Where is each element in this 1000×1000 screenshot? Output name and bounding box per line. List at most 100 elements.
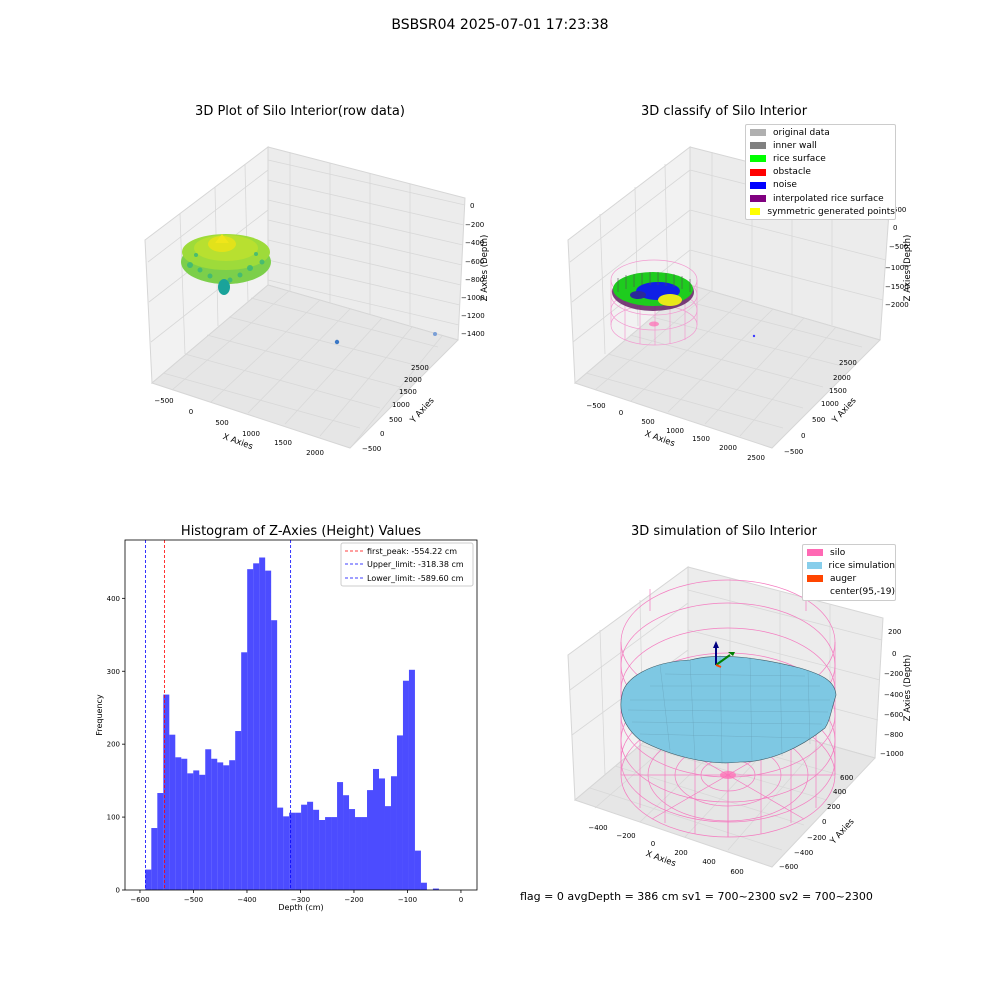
- panel2-legend: original data inner wall rice surface ob…: [745, 124, 896, 221]
- legend-item: interpolated rice surface: [746, 192, 895, 205]
- histogram-bar: [301, 804, 308, 890]
- histogram-title: Histogram of Z-Axies (Height) Values: [180, 524, 422, 539]
- histogram-bar: [408, 669, 415, 890]
- histogram-bar: [241, 652, 248, 890]
- legend-item: obstacle: [746, 166, 895, 179]
- legend-label-upper-limit: Upper_limit: -318.38 cm: [367, 560, 464, 569]
- panel2-xtick: 0: [619, 409, 623, 417]
- panel2-ytick: 2500: [839, 359, 857, 367]
- legend-swatch: [750, 208, 761, 216]
- histogram-bar: [337, 782, 344, 890]
- panel2-xtick: 500: [641, 418, 654, 426]
- legend-swatch: [750, 155, 766, 163]
- panel4-auger: [713, 641, 735, 668]
- panel4-ztick: 200: [888, 628, 901, 636]
- histogram-xtick-label: −600: [130, 896, 149, 904]
- panel4-rice-simulation-surface: [620, 656, 837, 764]
- histogram-legend: first_peak: -554.22 cm Upper_limit: -318…: [340, 542, 474, 587]
- histogram-bar: [163, 694, 170, 890]
- legend-label-first-peak: first_peak: -554.22 cm: [367, 547, 457, 556]
- histogram-bar: [259, 557, 266, 890]
- histogram-xticks: −600 −500 −400 −300 −200 −100 0: [130, 890, 463, 904]
- legend-item: noise: [746, 179, 895, 192]
- histogram-bar: [277, 807, 284, 890]
- legend-item: inner wall: [746, 139, 895, 152]
- legend-swatch: [750, 195, 766, 203]
- panel2-ztick: −500: [889, 243, 908, 251]
- panel1-xtick: −500: [154, 397, 173, 405]
- panel2-yticks: −500 0 500 1000 1500 2000 2500: [784, 359, 857, 456]
- panel2-xtick: 1500: [692, 435, 710, 443]
- histogram-bar: [157, 793, 164, 890]
- panel4-ztick: −600: [884, 711, 903, 719]
- panel1-zlabel: Z Axies (Depth): [480, 235, 490, 302]
- figure-title: BSBSR04 2025-07-01 17:23:38: [391, 17, 609, 33]
- panel4-xtick: 400: [702, 858, 715, 866]
- panel1-zticks: 0 −200 −400 −600 −800 −1000 −1200 −1400: [461, 202, 485, 338]
- panel1-ylabel: Y Axies: [408, 395, 437, 426]
- histogram-bar: [205, 749, 212, 890]
- histogram-bar: [229, 760, 236, 890]
- panel1-floor-pane: [150, 284, 459, 449]
- panel4-ztick: −1000: [880, 750, 904, 758]
- panel1-ztick: −1000: [461, 294, 485, 302]
- legend-label: obstacle: [773, 167, 811, 178]
- panel4-ztick: −200: [884, 670, 903, 678]
- panel1-title: 3D Plot of Silo Interior(row data): [195, 104, 405, 119]
- histogram-bar: [283, 816, 290, 890]
- panel4-xtick: 0: [651, 840, 655, 848]
- histogram-bar: [384, 806, 391, 890]
- histogram-axes-frame: [124, 539, 478, 891]
- histogram-ytick-label: 0: [116, 887, 120, 895]
- histogram-bar: [211, 758, 218, 890]
- panel4-xtick: −400: [588, 824, 607, 832]
- histogram-bar: [247, 569, 254, 890]
- panel1-ztick: −200: [465, 221, 484, 229]
- histogram-bar: [390, 776, 397, 890]
- legend-swatch: [807, 575, 823, 583]
- legend-item: auger: [803, 572, 895, 585]
- panel2-title: 3D classify of Silo Interior: [640, 104, 808, 119]
- panel4-yticks: −600 −400 −200 0 200 400 600: [779, 774, 853, 871]
- panel4-zticks: 200 0 −200 −400 −600 −800 −1000: [880, 628, 904, 758]
- legend-swatch: [807, 562, 822, 570]
- panel4-3d-plot: −400 −200 0 200 400 600 −600 −400 −200 0…: [567, 566, 913, 876]
- panel1-ytick: 1500: [399, 388, 417, 396]
- panel1-ytick: 500: [389, 416, 402, 424]
- histogram-bar: [319, 820, 326, 890]
- histogram-bar: [151, 828, 158, 890]
- histogram-bar: [313, 809, 320, 890]
- panel1-ytick: −500: [362, 445, 381, 453]
- panel2-zlabel: Z Axies (Depth): [903, 235, 913, 302]
- panel1-ztick: −1400: [461, 330, 485, 338]
- panel4-title: 3D simulation of Silo Interior: [631, 524, 817, 539]
- panel4-ztick: 0: [892, 650, 896, 658]
- panel1-xticks: −500 0 500 1000 1500 2000: [154, 397, 324, 457]
- panel2-ytick: 0: [801, 432, 805, 440]
- histogram-bar: [343, 795, 350, 890]
- legend-label: auger: [830, 573, 857, 584]
- panel2-ztick: −1500: [885, 283, 909, 291]
- panel4-ztick: −400: [884, 691, 903, 699]
- panel4-ytick: 200: [827, 803, 840, 811]
- panel1-gridlines: [147, 152, 466, 447]
- histogram-bar: [169, 734, 176, 890]
- legend-swatch: [750, 129, 766, 137]
- legend-swatch: [807, 589, 823, 596]
- histogram-vlines: [145, 540, 292, 890]
- panel4-xtick: 200: [674, 849, 687, 857]
- legend-item: original data: [746, 126, 895, 139]
- histogram-bar: [271, 620, 278, 890]
- panel4-ztick: −800: [884, 731, 903, 739]
- histogram-bar: [193, 770, 200, 890]
- legend-label: interpolated rice surface: [773, 193, 884, 204]
- panel4-ytick: −600: [779, 863, 798, 871]
- panel4-xtick: −200: [616, 832, 635, 840]
- histogram-yticks: 0 100 200 300 400: [107, 595, 125, 895]
- histogram-bar: [145, 869, 152, 890]
- panel1-ztick: −400: [465, 239, 484, 247]
- panel4-ytick: −400: [794, 849, 813, 857]
- legend-label: original data: [773, 127, 830, 138]
- status-footer: flag = 0 avgDepth = 386 cm sv1 = 700~230…: [520, 890, 873, 903]
- panel2-xticks: −500 0 500 1000 1500 2000 2500: [586, 402, 765, 462]
